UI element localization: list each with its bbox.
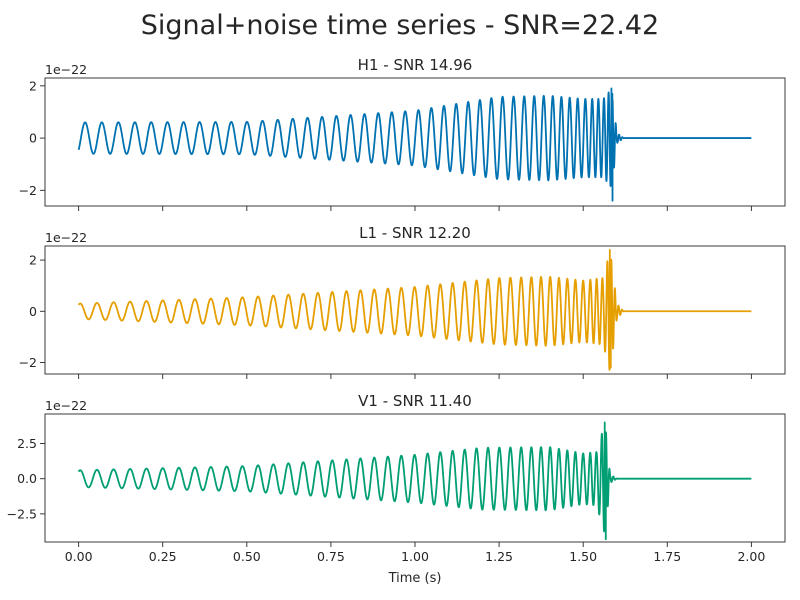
y-tick-label-h1-1: 0 (29, 131, 37, 146)
y-ticks-l1: −2 0 2 (19, 253, 45, 370)
x-axis-label: Time (s) (388, 571, 442, 586)
y-tick-label-v1-2: 2.5 (17, 436, 37, 451)
y-tick-label-v1-0: −2.5 (7, 506, 37, 521)
panel-v1: V1 - SNR 11.40 1e−22 −2.5 0.0 2.5 0.00 0.25… (7, 392, 786, 564)
x-tick-label-2: 0.50 (233, 549, 261, 564)
x-ticks-v1: 0.00 0.25 0.50 0.75 1.00 1.25 1.50 1.75 2.00 (65, 542, 765, 564)
x-tick-label-0: 0.00 (65, 549, 93, 564)
y-tick-label-h1-2: 2 (29, 78, 37, 93)
y-ticks-h1: −2 0 2 (19, 78, 45, 198)
panel-l1: L1 - SNR 12.20 1e−22 −2 0 2 (19, 224, 786, 379)
y-tick-label-l1-0: −2 (19, 355, 37, 370)
y-tick-label-v1-1: 0.0 (17, 471, 37, 486)
panel-h1: H1 - SNR 14.96 1e−22 −2 0 2 (19, 56, 786, 211)
x-tick-label-1: 0.25 (149, 549, 177, 564)
axes-frame-l1 (44, 245, 786, 375)
y-ticks-v1: −2.5 0.0 2.5 (7, 436, 45, 521)
x-tick-label-6: 1.50 (569, 549, 597, 564)
y-tick-label-l1-1: 0 (29, 304, 37, 319)
x-ticks-l1 (78, 374, 752, 379)
panel-title-v1: V1 - SNR 11.40 (358, 392, 472, 410)
offset-label-h1: 1e−22 (45, 62, 87, 77)
y-tick-label-h1-0: −2 (19, 183, 37, 198)
axes-frame-h1 (44, 77, 786, 207)
figure-title: Signal+noise time series - SNR=22.42 (141, 10, 659, 41)
x-tick-label-3: 0.75 (317, 549, 345, 564)
series-line-v1 (77, 421, 753, 541)
x-tick-label-8: 2.00 (737, 549, 765, 564)
offset-label-v1: 1e−22 (45, 398, 87, 413)
offset-label-l1: 1e−22 (45, 230, 87, 245)
y-tick-label-l1-2: 2 (29, 253, 37, 268)
panel-title-l1: L1 - SNR 12.20 (359, 224, 471, 242)
axes-frame-v1 (44, 413, 786, 543)
x-tick-label-4: 1.00 (401, 549, 429, 564)
series-line-l1 (77, 248, 753, 371)
panel-title-h1: H1 - SNR 14.96 (358, 56, 473, 74)
x-tick-label-5: 1.25 (485, 549, 513, 564)
x-tick-label-7: 1.75 (653, 549, 681, 564)
series-line-h1 (77, 87, 753, 202)
x-ticks-h1 (78, 206, 752, 211)
